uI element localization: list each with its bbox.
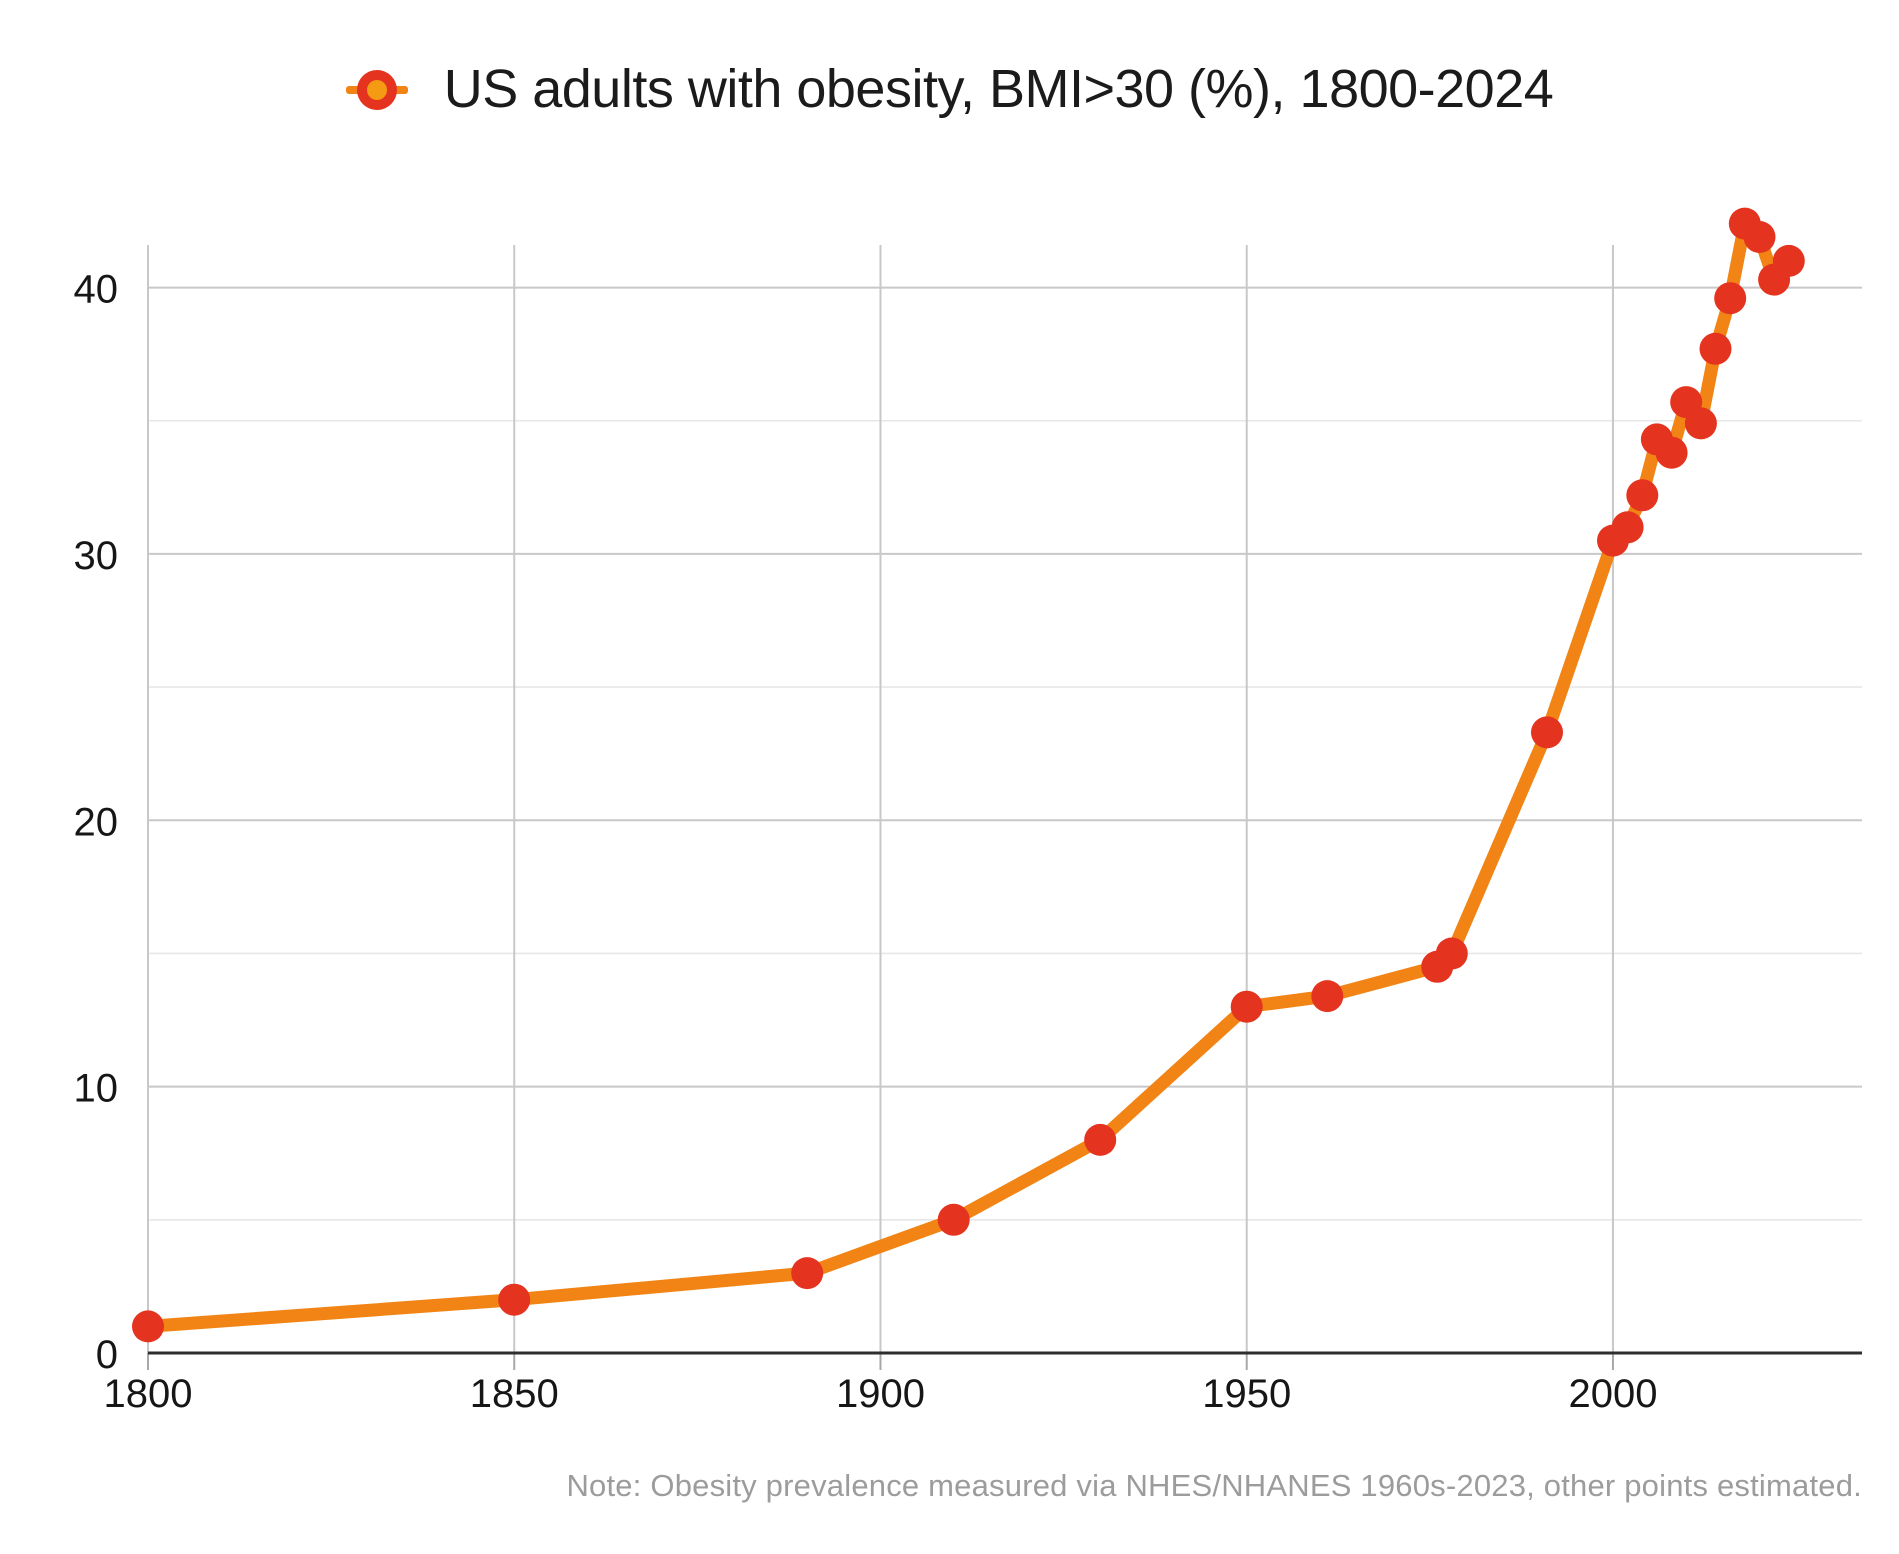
data-point xyxy=(791,1257,824,1290)
data-point xyxy=(1714,282,1747,315)
y-tick-label: 0 xyxy=(96,1333,118,1377)
chart-header: US adults with obesity, BMI>30 (%), 1800… xyxy=(0,59,1899,119)
x-tick-label: 1800 xyxy=(104,1372,193,1416)
data-point xyxy=(1311,980,1344,1013)
data-point xyxy=(1611,511,1644,544)
data-point xyxy=(1772,244,1805,277)
y-tick-label: 10 xyxy=(74,1067,119,1111)
data-point xyxy=(1699,332,1732,365)
x-tick-label: 1850 xyxy=(470,1372,559,1416)
data-point xyxy=(1230,990,1263,1023)
data-point xyxy=(1084,1123,1117,1156)
data-point xyxy=(132,1310,164,1343)
data-point xyxy=(1655,436,1688,469)
chart-footnote: Note: Obesity prevalence measured via NH… xyxy=(566,1468,1862,1503)
data-point xyxy=(937,1203,970,1236)
data-point xyxy=(1743,221,1776,253)
data-point xyxy=(1626,479,1659,512)
data-point xyxy=(1531,716,1563,749)
legend-marker-center-icon xyxy=(366,79,387,100)
series-line xyxy=(147,211,1794,1333)
data-point xyxy=(1435,937,1468,970)
x-tick-label: 2000 xyxy=(1568,1372,1657,1416)
y-tick-label: 30 xyxy=(74,534,119,578)
data-point xyxy=(498,1283,531,1316)
y-tick-label: 20 xyxy=(74,800,119,844)
chart-title: US adults with obesity, BMI>30 (%), 1800… xyxy=(443,59,1554,119)
x-tick-label: 1950 xyxy=(1202,1372,1291,1416)
x-tick-label: 1900 xyxy=(836,1372,925,1416)
legend-series-marker xyxy=(345,68,408,112)
y-tick-label: 40 xyxy=(74,268,119,312)
data-point xyxy=(1684,407,1717,440)
